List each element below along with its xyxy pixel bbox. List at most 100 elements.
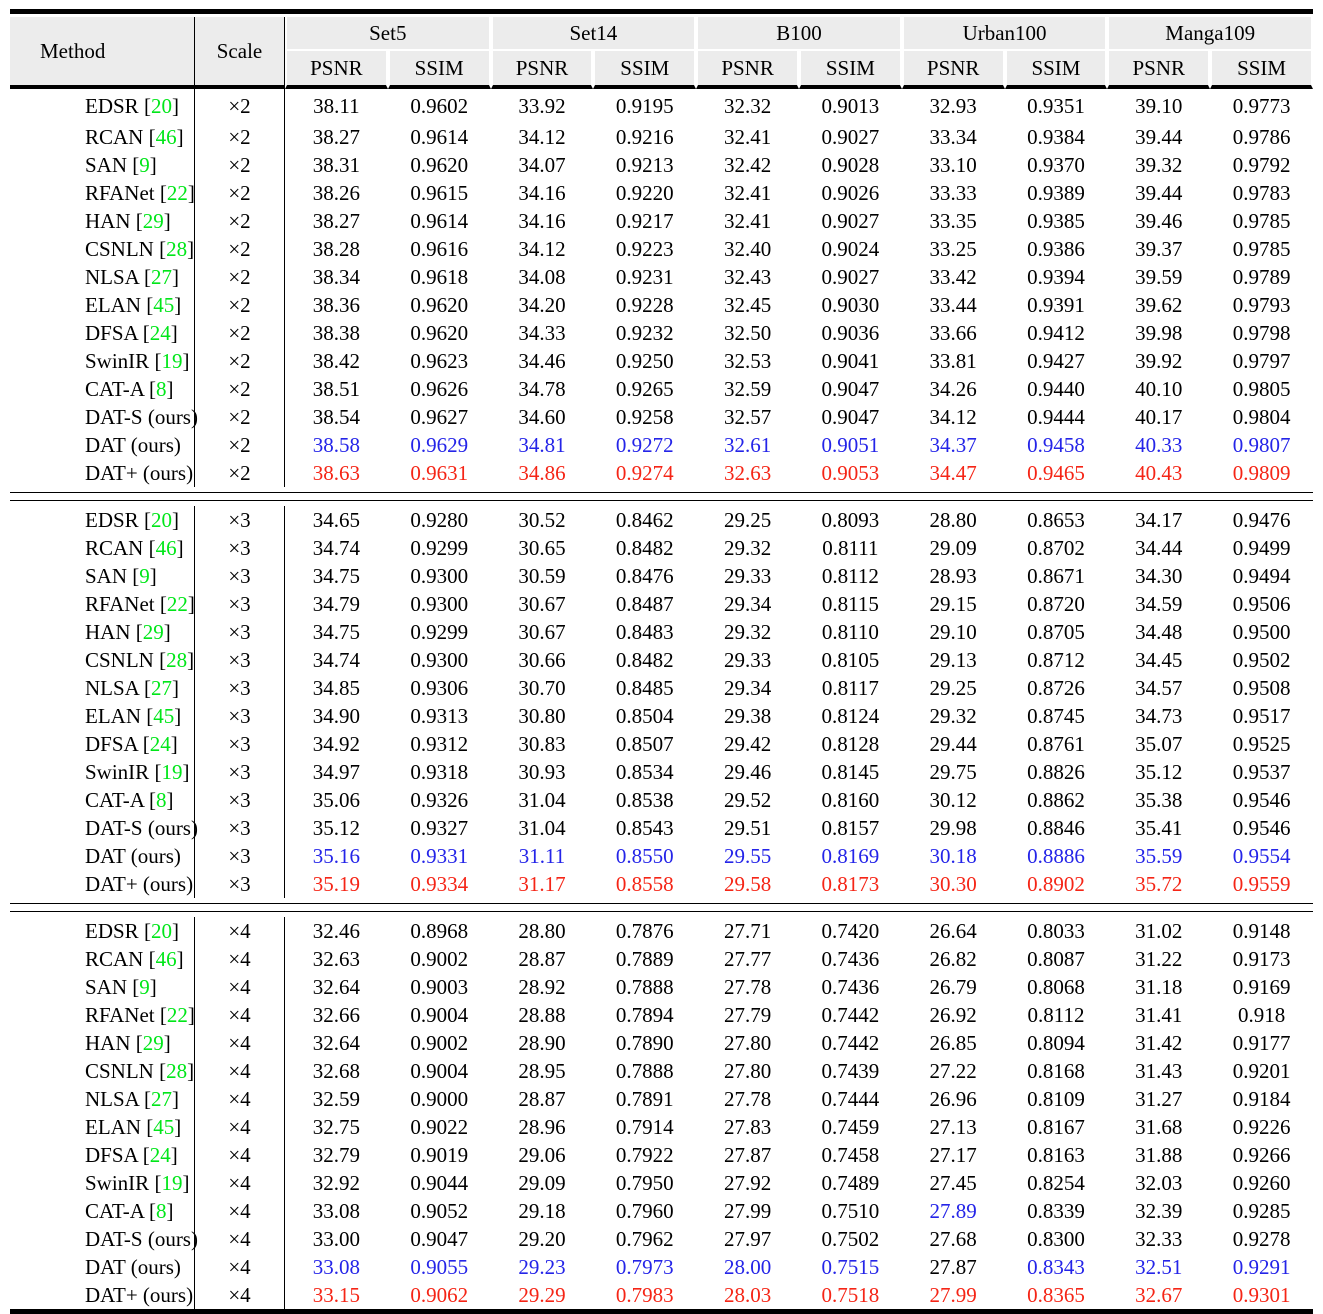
citation-ref[interactable]: 29 [142,209,164,233]
scale-cell: ×4 [195,1001,285,1029]
psnr-value: 38.38 [312,321,361,345]
ssim-value: 0.9051 [821,433,880,457]
psnr-value: 38.42 [312,349,361,373]
method-cell: ELAN [45] [10,291,195,319]
ssim-value: 0.9047 [821,377,880,401]
citation-ref[interactable]: 8 [156,788,167,812]
psnr-value: 33.25 [929,237,977,261]
psnr-value: 33.10 [929,153,977,177]
method-cell: EDSR [20] [10,506,195,534]
ssim-value: 0.7459 [821,1115,880,1139]
citation-ref[interactable]: 9 [139,153,150,177]
psnr-value: 38.36 [312,293,361,317]
ssim-value: 0.8365 [1027,1283,1085,1307]
citation-ref[interactable]: 46 [155,536,177,560]
citation-ref[interactable]: 24 [149,1143,171,1167]
citation-ref[interactable]: 8 [156,1199,167,1223]
citation-ref[interactable]: 28 [166,1059,188,1083]
citation-ref[interactable]: 27 [150,265,172,289]
ssim-value: 0.9805 [1232,377,1291,401]
ssim-value: 0.7436 [821,975,880,999]
ssim-value: 0.9326 [410,788,469,812]
ssim-value: 0.9306 [410,676,469,700]
scale-cell: ×3 [195,842,285,870]
citation-ref[interactable]: 45 [153,1115,175,1139]
psnr-value: 31.04 [518,816,566,840]
ssim-value: 0.7973 [615,1255,674,1279]
ssim-value: 0.8761 [1027,732,1085,756]
citation-ref[interactable]: 9 [139,975,150,999]
psnr-value: 29.34 [723,676,772,700]
psnr-value: 28.93 [929,564,977,588]
ssim-value: 0.9300 [410,648,469,672]
ssim-value: 0.9266 [1232,1143,1291,1167]
block-separator [10,898,1313,917]
table-row: DFSA [24] ×3 34.92 0.9312 30.83 0.8507 29.42 0.… [10,730,1313,758]
table-row: HAN [29] ×2 38.27 0.9614 34.16 0.9217 32.41 0.9… [10,207,1313,235]
citation-ref[interactable]: 46 [155,947,177,971]
psnr-value: 31.02 [1135,919,1183,943]
citation-ref[interactable]: 45 [153,293,175,317]
citation-ref[interactable]: 46 [155,125,177,149]
psnr-value: 30.66 [518,648,566,672]
ssim-value: 0.9351 [1027,94,1085,118]
ssim-value: 0.9627 [410,405,469,429]
method-cell: RCAN [46] [10,945,195,973]
psnr-value: 32.59 [723,377,772,401]
citation-ref[interactable]: 45 [153,704,175,728]
ssim-value: 0.8093 [821,508,880,532]
ssim-value: 0.7515 [821,1255,880,1279]
psnr-value: 32.32 [723,94,772,118]
citation-ref[interactable]: 19 [161,349,183,373]
citation-ref[interactable]: 8 [156,377,167,401]
method-cell: DAT-S (ours) [10,403,198,431]
citation-ref[interactable]: 27 [150,1087,172,1111]
method-label: DAT-S (ours) [85,1227,198,1251]
ssim-value: 0.9616 [410,237,469,261]
citation-ref[interactable]: 28 [166,648,188,672]
method-label: NLSA [85,676,139,700]
ssim-value: 0.8160 [821,788,880,812]
citation-ref[interactable]: 22 [166,1003,188,1027]
ssim-value: 0.9274 [615,461,674,485]
citation-ref[interactable]: 29 [142,1031,164,1055]
method-label: CAT-A [85,1199,144,1223]
citation-ref[interactable]: 27 [150,676,172,700]
citation-ref[interactable]: 9 [139,564,150,588]
ssim-value: 0.9785 [1232,237,1291,261]
ssim-value: 0.8115 [821,592,879,616]
table-row: SAN [9] ×3 34.75 0.9300 30.59 0.8476 29.33 0.81… [10,562,1313,590]
psnr-value: 34.75 [312,620,361,644]
psnr-value: 34.30 [1135,564,1183,588]
psnr-value: 34.79 [312,592,361,616]
ssim-value: 0.8485 [615,676,674,700]
citation-ref[interactable]: 20 [150,508,172,532]
citation-ref[interactable]: 20 [150,919,172,943]
psnr-value: 29.52 [723,788,772,812]
method-cell: DFSA [24] [10,319,195,347]
ssim-value: 0.8482 [615,648,674,672]
citation-ref[interactable]: 22 [166,181,188,205]
psnr-value: 30.12 [929,788,977,812]
citation-ref[interactable]: 19 [161,1171,183,1195]
ssim-value: 0.9228 [615,293,674,317]
psnr-value: 28.80 [518,919,566,943]
ssim-value: 0.9385 [1027,209,1085,233]
ssim-value: 0.8128 [821,732,880,756]
top-rule [10,9,1313,14]
citation-ref[interactable]: 28 [166,237,188,261]
ssim-value: 0.7420 [821,919,880,943]
psnr-value: 33.66 [929,321,977,345]
citation-ref[interactable]: 29 [142,620,164,644]
ssim-value: 0.9232 [615,321,674,345]
citation-ref[interactable]: 19 [161,760,183,784]
citation-ref[interactable]: 22 [166,592,188,616]
psnr-value: 29.32 [929,704,977,728]
table-row: RFANet [22] ×2 38.26 0.9615 34.16 0.9220 32.41… [10,179,1313,207]
citation-ref[interactable]: 20 [150,94,172,118]
psnr-value: 34.08 [518,265,566,289]
citation-ref[interactable]: 24 [149,321,171,345]
citation-ref[interactable]: 24 [149,732,171,756]
psnr-value: 28.87 [518,1087,566,1111]
